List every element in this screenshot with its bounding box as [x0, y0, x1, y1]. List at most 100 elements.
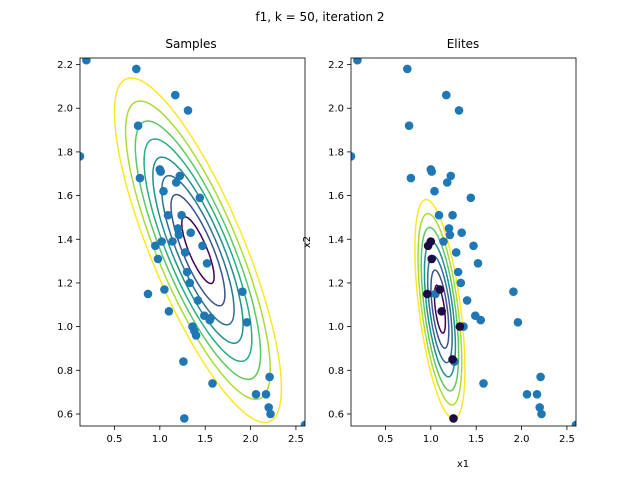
elites-x-tick-label: 2.0 [514, 434, 530, 445]
sample-point [537, 409, 546, 419]
elite-point [437, 307, 446, 316]
samples-y-tick-label: 1.0 [57, 322, 73, 333]
samples-contour-line [113, 77, 283, 424]
elite-point [455, 322, 465, 331]
elites-x-tick-label: 2.5 [559, 434, 575, 445]
samples-x-tick-label: 1.5 [197, 434, 213, 445]
sample-point [183, 106, 193, 115]
sample-point [406, 173, 416, 183]
sample-point [198, 241, 207, 251]
sample-point [133, 121, 143, 130]
samples-x-tick-label: 0.5 [107, 434, 123, 445]
elites-y-axis-label: x2 [302, 236, 313, 248]
sample-point [261, 390, 271, 399]
elite-point [426, 237, 436, 246]
samples-x-tick-label: 2.0 [243, 434, 259, 445]
samples-contour-line [152, 156, 244, 344]
sample-point [175, 171, 185, 181]
samples-y-tick-label: 2.0 [57, 104, 73, 115]
samples-y-tick-label: 0.8 [57, 366, 73, 377]
sample-point [571, 420, 576, 426]
sample-point [159, 186, 168, 196]
elites-contour-line [420, 226, 460, 392]
sample-point [160, 285, 169, 294]
elites-contour-line [423, 240, 457, 378]
samples-x-tick-label: 2.5 [288, 434, 304, 445]
sample-point [351, 152, 356, 161]
sample-point [469, 241, 478, 251]
sample-point [300, 420, 305, 426]
sample-point [242, 318, 252, 327]
sample-point [439, 237, 448, 246]
sample-point [266, 409, 275, 419]
elites-title: Elites [447, 37, 480, 51]
sample-point [182, 267, 192, 277]
sample-point [404, 121, 414, 130]
sample-point [476, 315, 485, 325]
sample-point [403, 64, 412, 74]
elites-x-axis-label: x1 [457, 459, 469, 470]
samples-points [80, 58, 305, 426]
sample-point [536, 372, 545, 382]
sample-point [143, 289, 153, 299]
samples-y-tick-label: 0.6 [57, 409, 73, 420]
sample-point [151, 241, 160, 251]
sample-point [513, 318, 523, 327]
elites-y-tick-label: 0.6 [328, 409, 344, 420]
samples-x-tick-label: 1.0 [152, 434, 168, 445]
sample-point [264, 403, 273, 412]
sample-point [265, 372, 274, 382]
sample-point [479, 379, 488, 388]
sample-point [191, 331, 201, 340]
sample-point [168, 237, 177, 246]
samples-title: Samples [165, 37, 216, 51]
elites-y-tick-label: 2.0 [328, 104, 344, 115]
elites-y-tick-label: 1.2 [328, 278, 344, 289]
samples-y-ticks: 0.6 0.8 1.0 1.2 1.4 1.6 1.8 2.0 2.2 [57, 60, 80, 420]
sample-point [457, 228, 466, 237]
elites-points [351, 58, 576, 426]
sample-point [522, 390, 532, 399]
sample-point [453, 267, 463, 277]
elites-x-ticks: 0.5 1.0 1.5 2.0 2.5 [378, 426, 575, 445]
sample-point [80, 152, 85, 161]
sample-point [532, 390, 542, 399]
sample-point [180, 248, 190, 257]
samples-contour-line [124, 100, 271, 401]
sample-point [473, 259, 483, 268]
elite-point [427, 254, 436, 264]
sample-point [448, 210, 457, 220]
samples-contours [113, 77, 283, 424]
samples-axes: Samples 0.5 1.0 1.5 2.0 2.5 0.6 0.8 1.0 1.2 1.4 1… [57, 37, 306, 445]
figure-suptitle: f1, k = 50, iteration 2 [255, 10, 384, 24]
sample-point [173, 224, 183, 233]
elites-y-tick-label: 1.8 [328, 147, 344, 158]
samples-y-tick-label: 1.4 [57, 235, 73, 246]
sample-point [186, 228, 195, 237]
sample-point [164, 307, 174, 316]
sample-point [535, 403, 544, 412]
sample-point [163, 210, 173, 220]
sample-point [444, 224, 454, 233]
samples-frame [79, 57, 306, 427]
elites-y-ticks: 0.6 0.8 1.0 1.2 1.4 1.6 1.8 2.0 2.2 [328, 60, 351, 420]
elites-y-tick-label: 1.6 [328, 191, 344, 202]
sample-point [251, 390, 261, 399]
sample-point [208, 379, 217, 388]
elite-point [448, 355, 457, 364]
elites-x-tick-label: 1.0 [423, 434, 439, 445]
sample-point [353, 58, 362, 65]
samples-contour-line [134, 120, 262, 381]
sample-point [171, 90, 180, 100]
elites-y-tick-label: 1.0 [328, 322, 344, 333]
elites-x-tick-label: 1.5 [468, 434, 484, 445]
samples-y-tick-label: 1.2 [57, 278, 73, 289]
samples-y-tick-label: 2.2 [57, 60, 73, 71]
sample-point [135, 173, 145, 183]
sample-point [238, 287, 247, 296]
elites-plot-area [351, 58, 576, 426]
samples-y-tick-label: 1.6 [57, 191, 73, 202]
sample-point [171, 178, 181, 187]
elites-contour-line [426, 254, 453, 364]
